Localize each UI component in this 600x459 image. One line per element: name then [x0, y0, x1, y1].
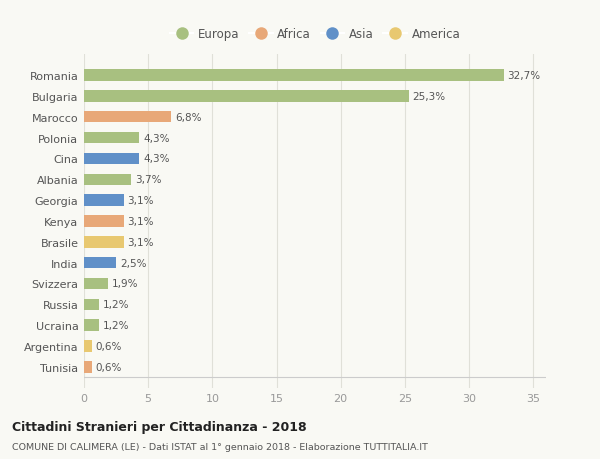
Text: 1,2%: 1,2% — [103, 300, 130, 310]
Bar — [84, 91, 409, 102]
Text: 1,2%: 1,2% — [103, 320, 130, 330]
Bar — [84, 320, 100, 331]
Bar — [84, 195, 124, 207]
Text: Cittadini Stranieri per Cittadinanza - 2018: Cittadini Stranieri per Cittadinanza - 2… — [12, 420, 307, 433]
Bar — [84, 133, 139, 144]
Text: 3,1%: 3,1% — [128, 237, 154, 247]
Text: COMUNE DI CALIMERA (LE) - Dati ISTAT al 1° gennaio 2018 - Elaborazione TUTTITALI: COMUNE DI CALIMERA (LE) - Dati ISTAT al … — [12, 442, 428, 451]
Text: 25,3%: 25,3% — [413, 92, 446, 102]
Bar — [84, 236, 124, 248]
Bar — [84, 216, 124, 227]
Bar — [84, 174, 131, 185]
Text: 32,7%: 32,7% — [508, 71, 541, 81]
Text: 0,6%: 0,6% — [95, 362, 122, 372]
Bar — [84, 361, 92, 373]
Text: 4,3%: 4,3% — [143, 133, 170, 143]
Text: 3,1%: 3,1% — [128, 217, 154, 226]
Bar — [84, 299, 100, 310]
Text: 6,8%: 6,8% — [175, 112, 202, 123]
Bar — [84, 112, 171, 123]
Text: 1,9%: 1,9% — [112, 279, 139, 289]
Bar — [84, 257, 116, 269]
Text: 2,5%: 2,5% — [120, 258, 146, 268]
Bar — [84, 278, 109, 290]
Text: 0,6%: 0,6% — [95, 341, 122, 351]
Text: 3,1%: 3,1% — [128, 196, 154, 206]
Bar — [84, 153, 139, 165]
Text: 3,7%: 3,7% — [136, 175, 162, 185]
Legend: Europa, Africa, Asia, America: Europa, Africa, Asia, America — [166, 24, 464, 45]
Bar — [84, 341, 92, 352]
Bar — [84, 70, 503, 82]
Text: 4,3%: 4,3% — [143, 154, 170, 164]
